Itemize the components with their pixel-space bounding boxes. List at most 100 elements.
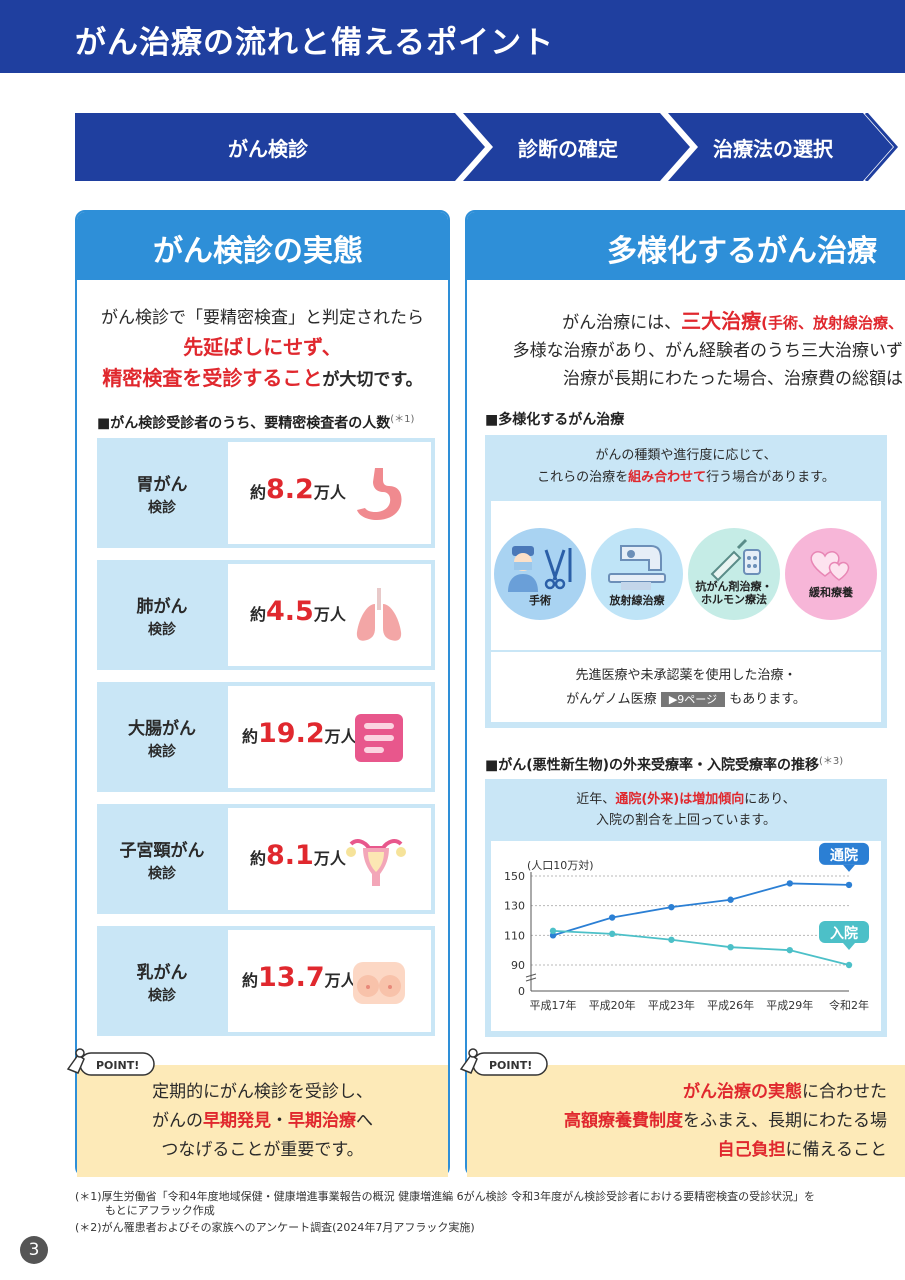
footnote-ref-3: (＊3) xyxy=(819,756,844,767)
advanced-treatment-box: 先進医療や未承認薬を使用した治療・ がんゲノム医療 ▶9ページ もあります。 xyxy=(491,652,881,722)
treatment-point-box xyxy=(467,1065,905,1177)
chart-x-tick-label: 平成23年 xyxy=(648,998,695,1012)
exam-card-colon: 大腸がん 検診 約19.2万人 xyxy=(97,682,435,792)
breast-icon xyxy=(353,962,405,1004)
treatment-palliative: 緩和療養 xyxy=(785,528,877,620)
chart-point xyxy=(609,914,616,921)
footnote-ref-1: (＊1) xyxy=(390,414,415,425)
advanced-treatment-text: 先進医療や未承認薬を使用した治療・ がんゲノム医療 ▶9ページ もあります。 xyxy=(566,668,806,707)
chart-axis-break xyxy=(525,973,537,982)
chart-series-label: 入院 xyxy=(830,925,858,942)
screening-panel-header: がん検診の実態 xyxy=(77,212,448,280)
exam-name: 胃がん 検診 xyxy=(136,474,188,516)
exam-count: 約4.5万人 xyxy=(250,596,346,627)
step-cancer-screening: がん検診 xyxy=(228,137,308,161)
chart-point xyxy=(549,932,557,939)
chart-y-tick-label: 110 xyxy=(504,929,525,942)
screening-lead-emphasis: 精密検査を受診すること xyxy=(102,366,323,390)
exam-card-breast: 乳がん 検診 約13.7万人 xyxy=(97,926,435,1036)
step-treatment-selection: 治療法の選択 xyxy=(713,137,833,161)
exam-name: 乳がん 検診 xyxy=(136,962,188,1004)
uterus-icon xyxy=(346,839,406,886)
screening-lead-line2: 先延ばしにせず、 xyxy=(183,335,342,359)
exam-name: 大腸がん 検診 xyxy=(128,718,196,760)
chart-series-tag xyxy=(819,921,869,943)
page-ref-badge[interactable]: ▶9ページ xyxy=(660,692,726,707)
chart-series-tag-pointer xyxy=(843,943,855,950)
medicine-icon xyxy=(710,538,761,582)
point-badge-right: POINT! xyxy=(459,1048,548,1076)
screening-section-title-text: ■がん検診受診者のうち、要精密検査者の人数 xyxy=(97,415,391,432)
point-badge-left: POINT! xyxy=(66,1048,155,1076)
chart-x-tick-label: 平成17年 xyxy=(530,998,577,1012)
treatment-lead-line1: がん治療には、三大治療(手術、放射線治療、 xyxy=(562,309,903,333)
treatment-heading: 多様化するがん治療 xyxy=(607,234,877,269)
treatment-lead: がん治療には、三大治療(手術、放射線治療、 多様な治療があり、がん経験者のうち三… xyxy=(513,306,903,393)
exam-value-box: 約4.5万人 xyxy=(228,564,431,666)
trend-box: 近年、通院(外来)は増加傾向にあり、 入院の割合を上回っています。 (人口10万… xyxy=(485,779,887,1037)
chart-series-label: 通院 xyxy=(830,847,858,864)
chart-y-tick-label: 0 xyxy=(518,985,525,998)
chart-point xyxy=(727,896,734,903)
exam-value-box: 約8.2万人 xyxy=(228,442,431,544)
screening-point-line2: がんの早期発見・早期治療へ xyxy=(152,1111,373,1131)
chart-point xyxy=(845,961,853,969)
exam-name: 肺がん 検診 xyxy=(136,596,188,638)
screening-lead-line3: 精密検査を受診することが大切です。 xyxy=(77,363,448,394)
chart-y-tick-label: 150 xyxy=(504,870,525,883)
screening-lead: がん検診で「要精密検査」と判定されたら 先延ばしにせず、 精密検査を受診すること… xyxy=(77,304,448,394)
exam-count: 約8.2万人 xyxy=(250,474,346,505)
step-arrows-graphic xyxy=(75,113,899,181)
chart-point xyxy=(549,927,557,935)
screening-point-line3: つなげることが重要です。 xyxy=(161,1140,364,1160)
chart-x-tick-label: 平成20年 xyxy=(589,998,636,1012)
exam-count: 約19.2万人 xyxy=(242,718,357,749)
screening-point-box xyxy=(77,1065,448,1177)
surgeon-icon xyxy=(508,546,572,592)
chart-point xyxy=(845,881,853,889)
treatment-types-icons: 手術 放射線治療 抗がん剤治療・ ホルモン療法 xyxy=(491,501,881,650)
treatment-lead-line2: 多様な治療があり、がん経験者のうち三大治療いず xyxy=(512,341,903,361)
trend-line-chart: (人口10万対) 0 90 110 130 150 平成17年 平成20年 平成23年 平成26年… xyxy=(504,842,869,1012)
page-title: がん治療の流れと備えるポイント xyxy=(75,25,555,61)
chart-unit-label: (人口10万対) xyxy=(527,858,594,872)
step-diagnosis: 診断の確定 xyxy=(518,137,618,161)
treatment-types-box: がんの種類や進行度に応じて、 これらの治療を組み合わせて行う場合があります。 手… xyxy=(485,435,887,728)
exam-value-box: 約8.1万人 xyxy=(228,808,431,910)
trend-caption: 近年、通院(外来)は増加傾向にあり、 入院の割合を上回っています。 xyxy=(576,792,796,828)
footnote-2: (＊2)がん罹患者およびその家族へのアンケート調査(2024年7月アフラック実施… xyxy=(75,1221,475,1234)
treatment-types-title: ■多様化するがん治療 xyxy=(485,412,625,428)
screening-lead-rest: が大切です。 xyxy=(322,370,423,390)
exam-card-cervical: 子宮頸がん 検診 約8.1万人 xyxy=(97,804,435,914)
process-steps: がん検診 診断の確定 治療法の選択 xyxy=(75,113,905,181)
screening-point-text: 定期的にがん検診を受診し、 がんの早期発見・早期治療へ つなげることが重要です。 xyxy=(77,1078,448,1165)
chart-point xyxy=(668,903,675,911)
chart-point xyxy=(786,946,793,954)
treatment-chemo-hormone: 抗がん剤治療・ ホルモン療法 xyxy=(688,528,780,620)
treatment-lead-line3: 治療が長期にわたった場合、治療費の総額は xyxy=(563,369,903,389)
chart-point xyxy=(609,930,616,938)
treatment-radiation: 放射線治療 xyxy=(591,528,683,620)
exam-card-stomach: 胃がん 検診 約8.2万人 xyxy=(97,438,435,548)
chart-x-tick-label: 令和2年 xyxy=(829,998,869,1012)
screening-panel: がん検診の実態 がん検診で「要精密検査」と判定されたら 先延ばしにせず、 精密検… xyxy=(75,210,450,1177)
point-badge-left-text: POINT! xyxy=(96,1059,139,1072)
exam-card-lung: 肺がん 検診 約4.5万人 xyxy=(97,560,435,670)
trend-section-title: ■がん(悪性新生物)の外来受療率・入院受療率の推移(＊3) xyxy=(485,756,844,774)
exam-value-box: 約19.2万人 xyxy=(228,686,431,788)
stomach-icon xyxy=(357,468,402,520)
lungs-icon xyxy=(356,588,402,641)
treatment-surgery: 手術 xyxy=(494,528,586,620)
treatment-panel-header: 多様化するがん治療 xyxy=(467,212,905,280)
footnote-1: (＊1)厚生労働省「令和4年度地域保健・健康増進事業報告の概況 健康増進編 6が… xyxy=(75,1190,816,1217)
chart-series-line-1 xyxy=(552,929,850,966)
chart-point xyxy=(668,936,675,943)
chart-x-tick-label: 平成26年 xyxy=(707,998,754,1012)
page-number: 3 xyxy=(20,1236,48,1264)
treatment-types-caption: がんの種類や進行度に応じて、 これらの治療を組み合わせて行う場合があります。 xyxy=(537,448,835,485)
chart-x-tick-label: 平成29年 xyxy=(766,998,813,1012)
exam-value-box: 約13.7万人 xyxy=(228,930,431,1032)
top-banner: がん治療の流れと備えるポイント xyxy=(0,0,905,73)
screening-section-title: ■がん検診受診者のうち、要精密検査者の人数(＊1) xyxy=(97,410,414,433)
point-badge-right-text: POINT! xyxy=(489,1059,532,1072)
